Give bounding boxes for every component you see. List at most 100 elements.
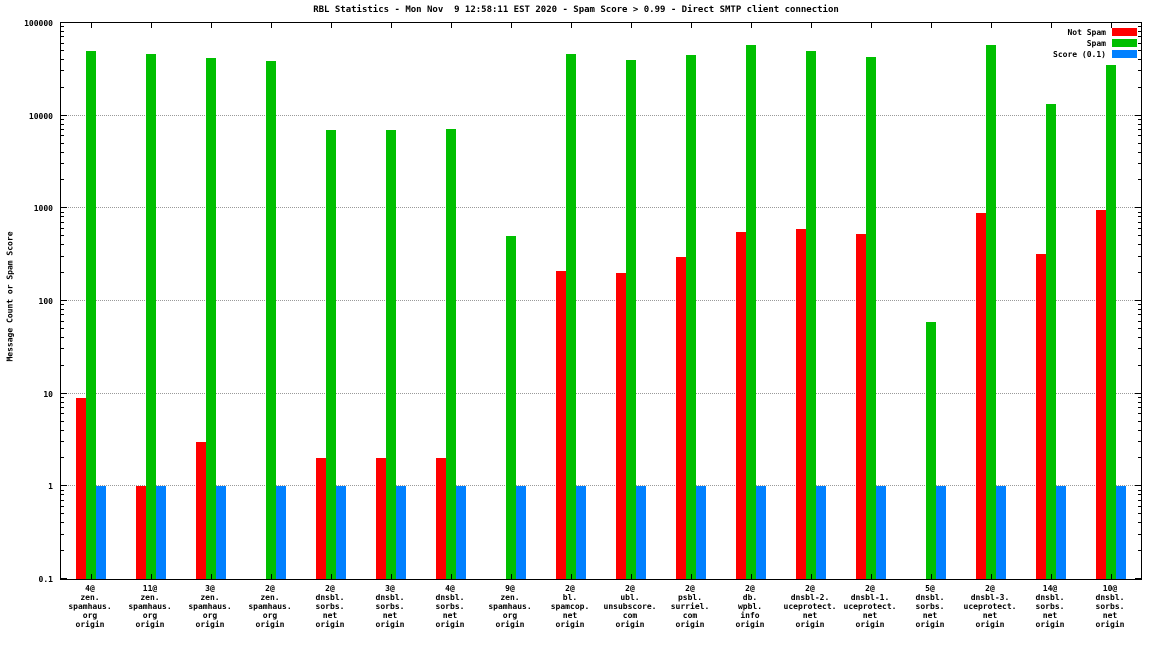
- y-major-tick: [61, 578, 67, 579]
- x-category-label-line: com: [622, 611, 638, 620]
- y-minor-tick: [61, 123, 64, 125]
- y-minor-tick: [1138, 533, 1141, 535]
- x-tick: [211, 574, 212, 579]
- y-minor-tick: [61, 118, 64, 120]
- bar-score-0-1: [756, 486, 766, 579]
- x-category-label-line: info: [740, 611, 760, 620]
- x-tick: [811, 23, 812, 28]
- x-category-label-line: spamhaus.: [248, 602, 292, 611]
- y-minor-tick: [61, 533, 64, 535]
- x-tick: [151, 574, 152, 579]
- y-minor-tick: [1138, 327, 1141, 329]
- bar-not-spam: [676, 256, 686, 579]
- y-minor-tick: [1138, 244, 1141, 246]
- x-category-label-line: origin: [435, 620, 465, 629]
- y-major-tick: [1135, 114, 1141, 116]
- x-category-label-line: net: [562, 611, 578, 620]
- x-category-label-line: bl.: [562, 593, 578, 602]
- y-minor-tick: [1138, 49, 1141, 51]
- bar-score-0-1: [156, 486, 166, 579]
- x-category-label-line: zen.: [260, 593, 280, 602]
- x-category-label: 5@ dnsbl. sorbs. net origin: [900, 584, 960, 629]
- x-category-label-line: 9@: [505, 584, 515, 593]
- x-category-label-line: org: [262, 611, 278, 620]
- x-tick: [751, 574, 752, 579]
- x-category-label-line: com: [682, 611, 698, 620]
- x-tick: [691, 23, 692, 28]
- plot-area: Not Spam Spam Score (0.1): [60, 22, 1142, 580]
- x-category-label: 4@ dnsbl. sorbs. net origin: [420, 584, 480, 629]
- y-minor-tick: [1138, 123, 1141, 125]
- x-tick: [1111, 574, 1112, 579]
- bar-not-spam: [976, 212, 986, 579]
- y-minor-tick: [1138, 550, 1141, 552]
- x-category-label: 11@ zen. spamhaus. org origin: [120, 584, 180, 629]
- x-category-label-line: 5@: [925, 584, 935, 593]
- x-category-label-line: spamcop.: [550, 602, 590, 611]
- x-category-label-line: org: [142, 611, 158, 620]
- x-category-label-line: 2@: [565, 584, 575, 593]
- y-minor-tick: [61, 499, 64, 501]
- x-category-label: 4@ zen. spamhaus. org origin: [60, 584, 120, 629]
- x-category-label: 2@ db. wpbl. info origin: [720, 584, 780, 629]
- y-minor-tick: [1138, 163, 1141, 165]
- x-category-label-line: net: [982, 611, 998, 620]
- x-category-label: 3@ zen. spamhaus. org origin: [180, 584, 240, 629]
- bar-score-0-1: [516, 486, 526, 579]
- bar-score-0-1: [336, 486, 346, 579]
- y-minor-tick: [1138, 336, 1141, 338]
- y-tick-label: 1000: [33, 204, 53, 214]
- bar-score-0-1: [276, 486, 286, 579]
- bar-not-spam: [796, 228, 806, 579]
- x-tick: [331, 23, 332, 28]
- bar-spam: [146, 54, 156, 579]
- y-minor-tick: [61, 441, 64, 443]
- y-minor-tick: [61, 30, 64, 32]
- y-minor-tick: [61, 413, 64, 415]
- x-tick: [511, 574, 512, 579]
- chart-title: RBL Statistics - Mon Nov 9 12:58:11 EST …: [313, 5, 839, 15]
- y-minor-tick: [61, 227, 64, 229]
- bar-not-spam: [856, 233, 866, 579]
- bar-score-0-1: [216, 486, 226, 579]
- x-category-label-line: dnsbl.: [315, 593, 345, 602]
- y-minor-tick: [61, 308, 64, 310]
- legend-label: Not Spam: [1067, 27, 1106, 37]
- y-minor-tick: [61, 49, 64, 51]
- y-minor-tick: [1138, 489, 1141, 491]
- y-minor-tick: [61, 26, 64, 28]
- gridline: [61, 485, 1141, 487]
- x-tick: [151, 23, 152, 28]
- bar-spam: [1106, 65, 1116, 579]
- y-minor-tick: [1138, 227, 1141, 229]
- bar-spam: [566, 54, 576, 579]
- x-category-label-line: origin: [855, 620, 885, 629]
- x-category-label-line: 2@: [685, 584, 695, 593]
- y-minor-tick: [1138, 499, 1141, 501]
- x-category-label-line: origin: [75, 620, 105, 629]
- y-minor-tick: [61, 420, 64, 422]
- x-tick: [991, 574, 992, 579]
- bar-spam: [806, 50, 816, 579]
- x-category-label-line: sorbs.: [315, 602, 345, 611]
- y-minor-tick: [1138, 211, 1141, 213]
- gridline: [61, 392, 1141, 394]
- y-minor-tick: [61, 36, 64, 38]
- y-minor-tick: [1138, 413, 1141, 415]
- y-minor-tick: [61, 135, 64, 137]
- x-category-label-line: origin: [735, 620, 765, 629]
- y-minor-tick: [61, 163, 64, 165]
- y-minor-tick: [61, 58, 64, 60]
- x-category-label-line: 2@: [865, 584, 875, 593]
- bar-spam: [446, 128, 456, 579]
- y-minor-tick: [1138, 151, 1141, 153]
- x-tick: [811, 574, 812, 579]
- y-minor-tick: [1138, 420, 1141, 422]
- x-category-label: 2@ dnsbl-2. uceprotect. net origin: [780, 584, 840, 629]
- x-category-label-line: net: [922, 611, 938, 620]
- y-minor-tick: [61, 255, 64, 257]
- bar-spam: [326, 130, 336, 579]
- bar-score-0-1: [996, 486, 1006, 579]
- x-category-label: 3@ dnsbl. sorbs. net origin: [360, 584, 420, 629]
- y-tick-label: 10: [43, 389, 53, 399]
